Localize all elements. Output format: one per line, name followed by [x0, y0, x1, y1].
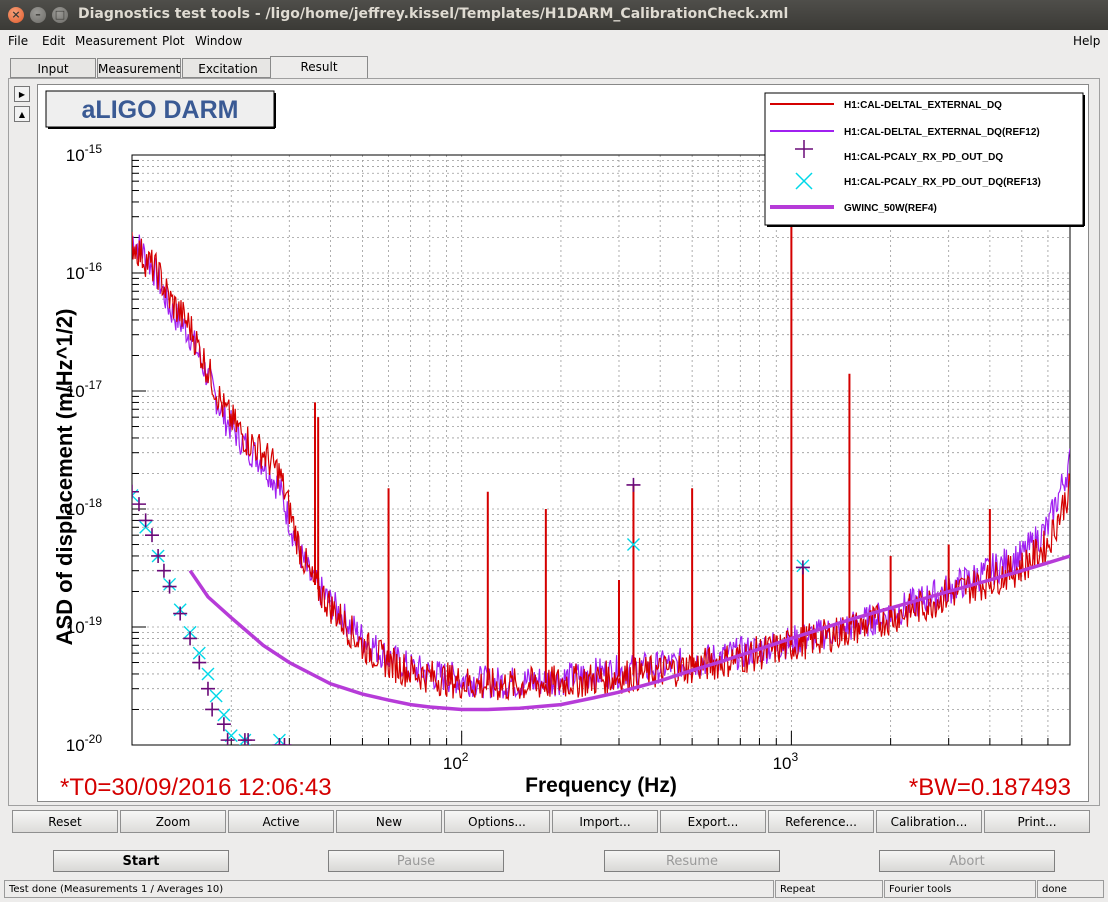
series-gwinc-line — [188, 554, 1070, 712]
tab-input[interactable]: Input — [10, 58, 96, 78]
calibration-button[interactable]: Calibration... — [876, 810, 982, 833]
menu-plot[interactable]: Plot — [162, 34, 185, 48]
pcaly-marker — [205, 702, 220, 717]
pcaly-marker — [795, 560, 810, 575]
y-tick-label: 10-16 — [66, 260, 103, 283]
pcaly-marker — [220, 733, 235, 745]
pcaly-marker — [145, 528, 160, 543]
new-button[interactable]: New — [336, 810, 442, 833]
scroll-up-arrow-icon[interactable]: ▲ — [14, 106, 30, 122]
tab-result[interactable]: Result — [270, 56, 368, 78]
pcaly-marker — [138, 513, 153, 528]
asd-chart[interactable]: aLIGO DARM 102 10310-1510-1610-1710-1810-… — [38, 85, 1088, 801]
plot-toolbar: Reset Zoom Active New Options... Import.… — [12, 810, 1096, 834]
minimize-window-button[interactable]: – — [30, 7, 46, 23]
menu-bar: File Edit Measurement Plot Window Help — [0, 30, 1108, 52]
pcaly-marker — [151, 548, 166, 563]
result-panel — [8, 78, 1100, 806]
abort-button[interactable]: Abort — [879, 850, 1055, 872]
pcaly-marker — [162, 579, 177, 594]
pcaly-ref-marker — [626, 538, 640, 552]
pcaly-ref-marker — [209, 689, 223, 703]
tab-measurement[interactable]: Measurement — [97, 58, 181, 78]
export-button[interactable]: Export... — [660, 810, 766, 833]
pcaly-ref-marker — [217, 708, 231, 722]
chart-title: aLIGO DARM — [82, 96, 239, 124]
pcaly-marker — [200, 681, 215, 696]
reset-button[interactable]: Reset — [12, 810, 118, 833]
pcaly-marker — [132, 497, 146, 512]
resume-button[interactable]: Resume — [604, 850, 780, 872]
active-button[interactable]: Active — [228, 810, 334, 833]
pcaly-ref-marker — [201, 667, 215, 681]
menu-edit[interactable]: Edit — [42, 34, 66, 48]
pcaly-marker — [173, 606, 188, 621]
pause-button[interactable]: Pause — [328, 850, 504, 872]
plot-canvas[interactable]: aLIGO DARM 102 103 10-15 10-16 10-17 10-18 10-… — [37, 84, 1089, 802]
x-tick-label: 103 — [773, 750, 799, 773]
x-axis-label: Frequency (Hz) — [525, 774, 677, 797]
legend-label-meas: H1:CAL-DELTAL_EXTERNAL_DQ — [844, 100, 1002, 111]
menu-window[interactable]: Window — [195, 34, 243, 48]
status-mode: Repeat — [775, 880, 883, 898]
window-titlebar: × – □ Diagnostics test tools - /ligo/hom… — [0, 0, 1108, 30]
legend-swatch-pcaly-ref — [795, 172, 813, 190]
status-bar: Test done (Measurements 1 / Averages 10)… — [0, 880, 1108, 900]
start-button[interactable]: Start — [53, 850, 229, 872]
series-layer — [132, 155, 1070, 745]
zoom-button[interactable]: Zoom — [120, 810, 226, 833]
maximize-window-button[interactable]: □ — [52, 7, 68, 23]
options-button[interactable]: Options... — [444, 810, 550, 833]
menu-file[interactable]: File — [8, 34, 29, 48]
pcaly-marker — [626, 477, 641, 492]
x-tick-label: 102 — [443, 750, 469, 773]
tab-bar: Input Measurement Excitation Result — [0, 56, 1108, 78]
pcaly-marker — [277, 738, 292, 745]
legend-box — [764, 92, 1084, 226]
pcaly-marker — [216, 717, 231, 732]
menu-measurement[interactable]: Measurement — [75, 34, 158, 48]
tab-excitation[interactable]: Excitation — [182, 58, 274, 78]
close-window-button[interactable]: × — [8, 7, 24, 23]
legend: H1:CAL-DELTAL_EXTERNAL_DQ H1:CAL-DELTAL_… — [764, 92, 1085, 227]
legend-swatch-pcaly — [795, 140, 813, 158]
series-ref12-line — [132, 234, 1070, 699]
pcaly-marker — [156, 563, 171, 578]
pcaly-marker — [272, 738, 287, 745]
y-tick-label: 10-20 — [66, 732, 103, 755]
pcaly-ref-marker — [192, 646, 206, 660]
import-button[interactable]: Import... — [552, 810, 658, 833]
y-axis-label: ASD of displacement (m/Hz^1/2) — [52, 309, 77, 646]
print-button[interactable]: Print... — [984, 810, 1090, 833]
legend-label-pcaly-ref: H1:CAL-PCALY_RX_PD_OUT_DQ(REF13) — [844, 177, 1041, 188]
pcaly-marker — [183, 631, 198, 646]
status-tool: Fourier tools — [884, 880, 1036, 898]
scroll-right-arrow-icon[interactable]: ▶ — [14, 86, 30, 102]
status-state: done — [1037, 880, 1104, 898]
t0-label: *T0=30/09/2016 12:06:43 — [60, 774, 332, 801]
status-message: Test done (Measurements 1 / Averages 10) — [4, 880, 774, 898]
pcaly-marker — [192, 655, 207, 670]
legend-label-pcaly: H1:CAL-PCALY_RX_PD_OUT_DQ — [844, 152, 1003, 163]
window-title: Diagnostics test tools - /ligo/home/jeff… — [78, 6, 789, 22]
bw-label: *BW=0.187493 — [909, 774, 1071, 801]
y-tick-label: 10-15 — [66, 142, 103, 165]
legend-label-gwinc: GWINC_50W(REF4) — [844, 203, 937, 214]
series-meas-line — [132, 232, 1070, 701]
legend-label-ref12: H1:CAL-DELTAL_EXTERNAL_DQ(REF12) — [844, 127, 1040, 138]
menu-help[interactable]: Help — [1073, 34, 1101, 48]
grid-lines — [132, 155, 1071, 745]
pcaly-marker — [132, 484, 139, 499]
pcaly-marker — [241, 733, 256, 745]
reference-button[interactable]: Reference... — [768, 810, 874, 833]
